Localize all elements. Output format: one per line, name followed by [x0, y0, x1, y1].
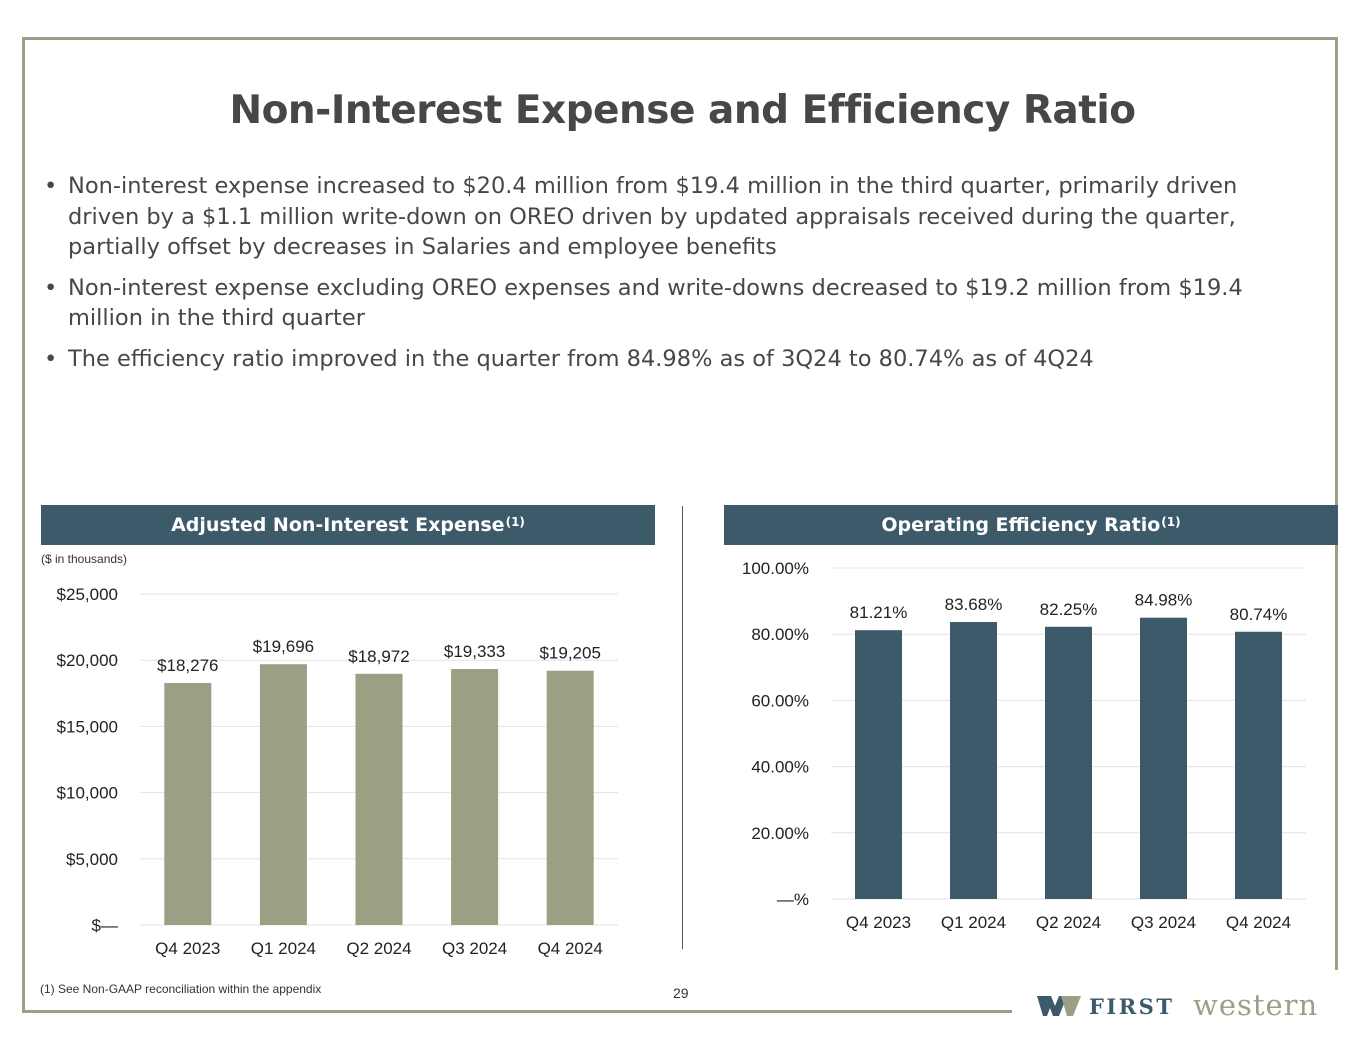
data-label: $19,333: [444, 642, 505, 661]
page-title: Non-Interest Expense and Efficiency Rati…: [229, 88, 1136, 133]
bar: [855, 630, 902, 899]
bar: [259, 664, 307, 925]
logo-mark-icon: [1037, 996, 1081, 1016]
data-label: $18,972: [348, 647, 409, 666]
bar: [451, 669, 499, 925]
x-tick-label: Q1 2024: [251, 939, 316, 958]
expense-bar-chart: $— $5,000 $10,000 $15,000 $20,000 $25,000 $18,…: [57, 585, 618, 958]
bullet-list: • Non-interest expense increased to $20.4…: [44, 171, 1304, 384]
bar: [950, 622, 997, 899]
data-label: $19,205: [539, 644, 600, 663]
frame-gap-right: [1333, 970, 1343, 1020]
x-tick-label: Q2 2024: [346, 939, 411, 958]
data-label: 80.74%: [1230, 605, 1288, 624]
page-number: 29: [673, 985, 689, 1001]
bullet-item: • The efficiency ratio improved in the qu…: [44, 344, 1304, 375]
bullet-text: The efficiency ratio improved in the qua…: [68, 345, 1094, 372]
efficiency-chart-header: Operating Efficiency Ratio (1): [724, 505, 1338, 545]
x-tick-label: Q4 2023: [846, 913, 911, 932]
frame-gap: [1012, 1008, 1352, 1018]
y-tick-label: —%: [777, 890, 809, 909]
logo-western: western: [1193, 990, 1318, 1022]
y-tick-label: $—: [92, 916, 118, 935]
bullet-dot-icon: •: [44, 173, 58, 199]
bar: [1045, 626, 1092, 899]
bar: [355, 673, 403, 925]
bar: [546, 670, 594, 925]
y-tick-label: 40.00%: [751, 758, 809, 777]
data-label: 83.68%: [945, 595, 1003, 614]
y-tick-label: $5,000: [66, 850, 118, 869]
bar: [1235, 631, 1282, 899]
bullet-item: • Non-interest expense excluding OREO exp…: [44, 273, 1304, 334]
x-tick-label: Q3 2024: [1131, 913, 1196, 932]
y-tick-label: $15,000: [57, 717, 118, 736]
efficiency-bar-chart: —% 20.00% 40.00% 60.00% 80.00% 100.00% 81.21% Q…: [742, 559, 1306, 932]
y-tick-label: 60.00%: [751, 691, 809, 710]
bullet-dot-icon: •: [44, 345, 58, 372]
x-tick-label: Q4 2024: [538, 939, 603, 958]
y-tick-label: 100.00%: [742, 559, 809, 578]
data-label: 82.25%: [1040, 600, 1098, 619]
efficiency-chart-title-sup: (1): [1161, 515, 1181, 529]
company-logo: FIRST western: [1037, 990, 1318, 1022]
expense-chart-title: Adjusted Non-Interest Expense: [171, 514, 505, 536]
y-tick-label: $20,000: [57, 651, 118, 670]
bullet-item: • Non-interest expense increased to $20.4…: [44, 171, 1304, 263]
y-tick-label: $10,000: [57, 784, 118, 803]
x-tick-label: Q4 2024: [1226, 913, 1291, 932]
bullet-text: Non-interest expense excluding OREO expe…: [68, 274, 1243, 332]
bar: [164, 683, 212, 925]
bullet-text: Non-interest expense increased to $20.4 …: [68, 173, 1238, 260]
y-tick-label: 20.00%: [751, 824, 809, 843]
x-tick-label: Q4 2023: [155, 939, 220, 958]
efficiency-chart-title: Operating Efficiency Ratio: [881, 514, 1161, 536]
data-label: 81.21%: [850, 603, 908, 622]
panel-divider: [682, 506, 683, 949]
expense-chart-title-sup: (1): [505, 515, 525, 529]
units-note: ($ in thousands): [41, 552, 128, 566]
x-tick-label: Q1 2024: [941, 913, 1006, 932]
bar: [1140, 617, 1187, 899]
x-tick-label: Q2 2024: [1036, 913, 1101, 932]
bullet-dot-icon: •: [44, 274, 58, 301]
y-tick-label: 80.00%: [751, 625, 809, 644]
y-tick-label: $25,000: [57, 585, 118, 604]
logo-first: FIRST: [1089, 994, 1174, 1019]
data-label: $19,696: [253, 637, 314, 656]
data-label: 84.98%: [1135, 591, 1193, 610]
data-label: $18,276: [157, 656, 218, 675]
expense-chart-header: Adjusted Non-Interest Expense (1): [41, 505, 655, 545]
footnote: (1) See Non-GAAP reconciliation within t…: [40, 982, 322, 996]
x-tick-label: Q3 2024: [442, 939, 507, 958]
